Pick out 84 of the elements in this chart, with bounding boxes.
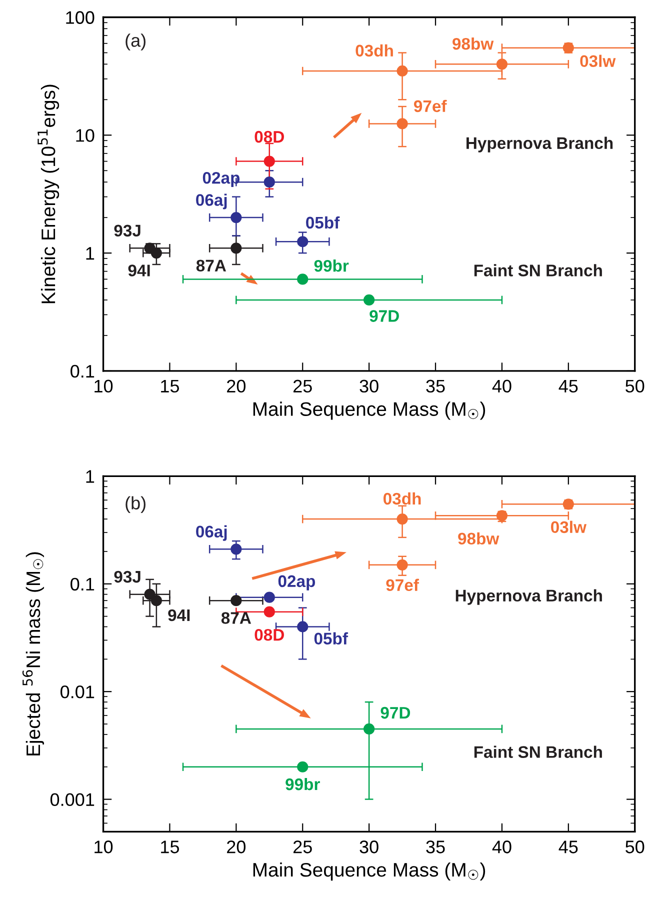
y-tick-label: 1 — [86, 470, 94, 483]
series-label: 05bf — [306, 216, 340, 229]
point — [364, 723, 375, 734]
y-tick-label: 10 — [76, 129, 94, 142]
point — [264, 606, 275, 618]
point — [264, 592, 275, 603]
point — [230, 212, 242, 224]
annotation: Faint SN Branch — [474, 746, 602, 758]
point — [264, 176, 275, 188]
point — [297, 236, 308, 248]
point — [396, 513, 408, 525]
annotation: Faint SN Branch — [474, 264, 602, 276]
annotation: Hypernova Branch — [456, 589, 602, 605]
series-label: 98bw — [452, 38, 494, 50]
x-axis-title: Main Sequence Mass (M$_{☉}$) — [253, 862, 486, 881]
series-label: 87A — [221, 612, 252, 624]
point — [150, 247, 162, 259]
point — [230, 595, 242, 606]
x-tick-label: 30 — [360, 840, 378, 854]
x-tick-label: 45 — [558, 840, 578, 854]
point — [496, 58, 508, 70]
series-label: 03dh — [384, 492, 421, 505]
series-label: 97D — [370, 310, 399, 322]
x-tick-label: 35 — [426, 840, 445, 854]
series-label: 08D — [254, 130, 284, 143]
series-label: 93J — [114, 224, 140, 237]
series-label: 99br — [314, 260, 349, 272]
x-tick-label: 10 — [94, 840, 113, 854]
point — [297, 274, 308, 285]
y-tick-label: 0.01 — [60, 686, 94, 698]
series-label: 03dh — [356, 44, 393, 57]
point — [144, 588, 156, 600]
x-tick-label: 40 — [492, 840, 512, 854]
x-tick-label: 35 — [426, 380, 445, 393]
series-label: 02ap — [278, 575, 316, 590]
series-label: 94I — [168, 609, 190, 622]
series-label: 99br — [286, 778, 320, 790]
series-label: 03lw — [580, 54, 616, 68]
annotation: (b) — [126, 496, 146, 514]
series-label: 93J — [114, 570, 140, 583]
series-label: 87A — [196, 260, 226, 272]
y-tick-label: 0.1 — [70, 364, 94, 378]
series-label: 06aj — [196, 525, 227, 541]
point — [364, 294, 375, 306]
y-tick-label: 0.1 — [70, 578, 94, 591]
x-tick-label: 25 — [293, 840, 312, 854]
series-label: 06aj — [196, 194, 227, 210]
x-tick-label: 25 — [293, 380, 312, 393]
y-axis-title: Kinetic Energy (10$^{51}$ergs) — [38, 84, 60, 304]
point — [230, 242, 242, 254]
x-tick-label: 20 — [227, 380, 246, 393]
series-label: 97D — [380, 706, 410, 719]
series-label: 03lw — [551, 520, 587, 534]
point — [396, 118, 408, 130]
x-tick-label: 10 — [94, 380, 113, 393]
series-label: 98bw — [458, 532, 500, 545]
point — [297, 761, 308, 772]
series-label: 97ef — [414, 100, 447, 112]
point — [230, 544, 242, 555]
point — [396, 559, 408, 570]
point — [396, 65, 408, 77]
series-label: 97ef — [386, 578, 420, 592]
series-label: 94I — [128, 264, 150, 276]
x-tick-label: 50 — [626, 380, 644, 393]
x-tick-label: 20 — [227, 840, 246, 854]
y-axis-title: Ejected $^{56}$Ni mass (M$_{☉}$) — [22, 552, 44, 756]
x-tick-label: 45 — [558, 380, 578, 393]
series-label: 08D — [254, 628, 284, 641]
x-tick-label: 30 — [360, 380, 378, 393]
point — [264, 156, 275, 167]
series-label: 05bf — [314, 632, 348, 645]
y-tick-label: 0.001 — [50, 793, 94, 806]
x-tick-label: 40 — [492, 380, 512, 393]
x-tick-label: 15 — [161, 840, 180, 854]
series-label: 02ap — [202, 172, 240, 188]
point — [150, 595, 162, 606]
point — [297, 621, 308, 632]
x-axis-title: Main Sequence Mass (M$_{☉}$) — [253, 402, 486, 420]
x-tick-label: 15 — [161, 380, 180, 393]
y-tick-label: 100 — [66, 11, 94, 24]
x-tick-label: 50 — [626, 840, 644, 854]
y-tick-label: 1 — [86, 247, 94, 260]
annotation: Hypernova Branch — [466, 136, 613, 152]
annotation: (a) — [126, 34, 146, 50]
